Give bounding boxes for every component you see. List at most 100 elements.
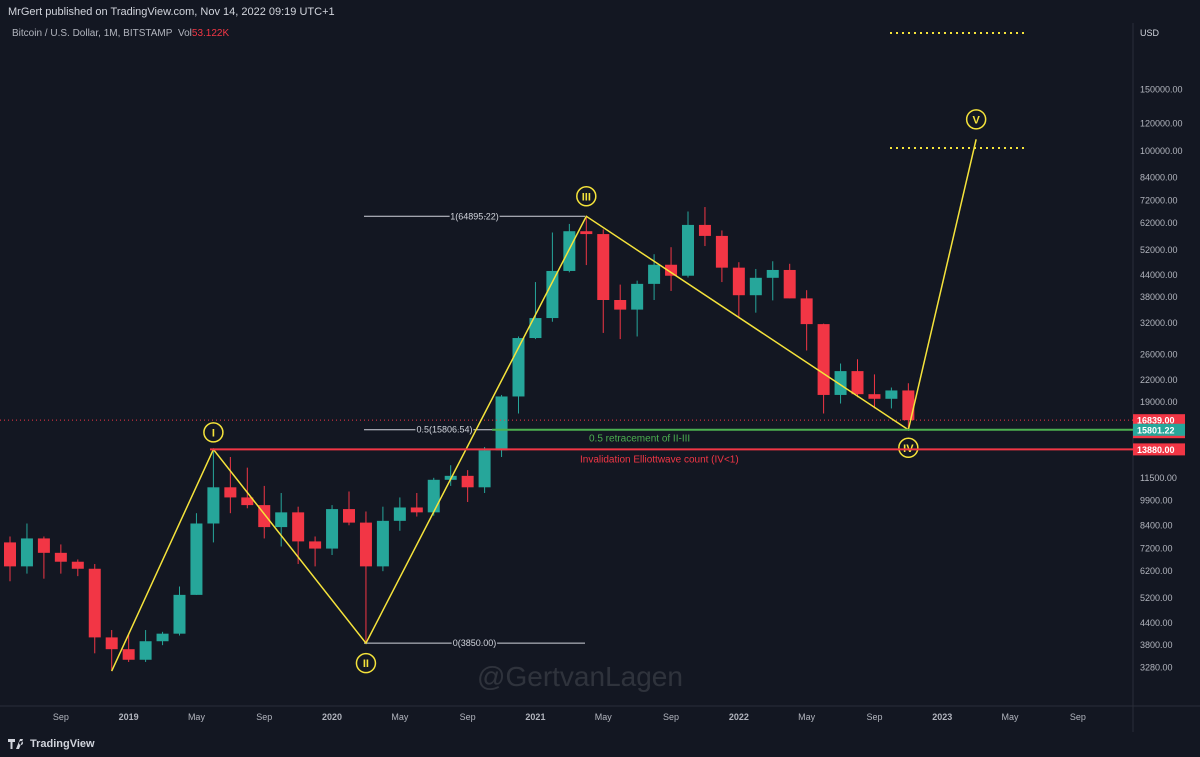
fib-level-label: 0.5(15806.54) bbox=[416, 425, 472, 435]
candle bbox=[326, 505, 339, 556]
price-tick-label: 9900.00 bbox=[1140, 495, 1173, 505]
time-tick-label: Sep bbox=[53, 712, 69, 722]
candle-body bbox=[478, 450, 491, 488]
bottom-bar bbox=[0, 732, 1200, 757]
candle-body bbox=[817, 324, 830, 395]
price-tag: 15801.22 bbox=[1133, 423, 1185, 436]
candle-body bbox=[156, 633, 169, 642]
candle bbox=[207, 449, 220, 543]
candle bbox=[614, 284, 627, 340]
price-tick-label: 38000.00 bbox=[1140, 292, 1178, 302]
candle bbox=[631, 280, 644, 337]
price-tick-label: 62000.00 bbox=[1140, 218, 1178, 228]
wave-label-circle bbox=[355, 652, 377, 674]
candle bbox=[665, 247, 678, 291]
candle bbox=[902, 383, 915, 430]
axis-unit: USD bbox=[1140, 28, 1160, 38]
horizontal-lines: 0.5 retracement of II-III Invalidation El… bbox=[210, 428, 1133, 465]
candle bbox=[37, 536, 50, 579]
tradingview-logo[interactable]: TradingView bbox=[8, 738, 95, 750]
price-tick-label: 44000.00 bbox=[1140, 270, 1178, 280]
price-tag-text: 16839.00 bbox=[1137, 416, 1175, 426]
time-tick-label: Sep bbox=[256, 712, 272, 722]
price-tick-label: 72000.00 bbox=[1140, 196, 1178, 206]
time-tick-label: May bbox=[1002, 712, 1020, 722]
wave-label-text: III bbox=[582, 191, 591, 203]
wave-label-i: I bbox=[203, 422, 224, 443]
candle bbox=[258, 485, 271, 539]
publisher-info: MrGert published on TradingView.com, Nov… bbox=[8, 6, 335, 18]
candle-body bbox=[682, 224, 694, 276]
candle bbox=[173, 586, 186, 636]
candle bbox=[868, 374, 881, 409]
candle bbox=[309, 536, 322, 567]
time-tick-label: May bbox=[798, 712, 816, 722]
candle-body bbox=[37, 538, 50, 553]
candle-body bbox=[292, 512, 305, 542]
price-tick-label: 11500.00 bbox=[1140, 473, 1177, 483]
candle bbox=[461, 470, 474, 502]
time-tick-label: 2022 bbox=[729, 712, 749, 722]
time-tick-label: May bbox=[595, 712, 613, 722]
candle bbox=[817, 323, 830, 414]
symbol-name: Bitcoin / U.S. Dollar, 1M, BITSTAMP bbox=[12, 28, 173, 39]
watermark: @GertvanLagen bbox=[477, 661, 683, 692]
candle-body bbox=[834, 371, 847, 395]
candle bbox=[546, 232, 559, 322]
price-tick-label: 84000.00 bbox=[1140, 172, 1178, 182]
fib-retracement: 1(64895.22) 0.5(15806.54) 0(3850.00) bbox=[364, 32, 1027, 650]
candle bbox=[376, 506, 389, 572]
candle-body bbox=[597, 234, 610, 300]
candle-body bbox=[326, 509, 339, 549]
candle bbox=[139, 630, 152, 662]
candle-body bbox=[54, 552, 67, 562]
candle bbox=[732, 262, 745, 319]
wave-label-circle bbox=[965, 109, 987, 130]
price-tag-bg bbox=[1133, 423, 1185, 436]
candle bbox=[359, 511, 372, 644]
time-tick-label: 2019 bbox=[119, 712, 139, 722]
time-tick-label: 2023 bbox=[932, 712, 952, 722]
candle-body bbox=[766, 269, 779, 278]
candle bbox=[427, 477, 440, 516]
candle bbox=[4, 536, 16, 582]
wave-label-iii: III bbox=[576, 186, 597, 207]
price-tick-label: 120000.00 bbox=[1140, 118, 1183, 128]
candle bbox=[698, 207, 711, 247]
candle-body bbox=[173, 594, 186, 634]
time-tick-label: 2021 bbox=[525, 712, 545, 722]
candle bbox=[410, 493, 423, 517]
price-tag-text: 15801.22 bbox=[1137, 425, 1175, 435]
candle-body bbox=[715, 235, 728, 268]
price-tag-text: 13880.00 bbox=[1137, 445, 1175, 455]
candles bbox=[0, 207, 1133, 672]
wave-label-ii: II bbox=[355, 652, 377, 674]
time-tick-label: Sep bbox=[1070, 712, 1086, 722]
price-axis: 150000.00 120000.00 100000.00 84000.00 72000… bbox=[1140, 85, 1183, 673]
candle-body bbox=[665, 264, 678, 276]
price-tick-label: 100000.00 bbox=[1140, 146, 1183, 156]
candle-body bbox=[800, 298, 813, 325]
candle-body bbox=[207, 487, 220, 524]
price-tick-label: 5200.00 bbox=[1140, 593, 1173, 603]
candle bbox=[224, 456, 237, 514]
candle-body bbox=[529, 318, 542, 339]
price-tick-label: 26000.00 bbox=[1140, 350, 1178, 360]
candle-body bbox=[614, 299, 627, 310]
price-tick-label: 8400.00 bbox=[1140, 520, 1173, 530]
price-tick-label: 3800.00 bbox=[1140, 640, 1173, 650]
candle-body bbox=[427, 479, 440, 513]
price-tick-label: 4400.00 bbox=[1140, 618, 1173, 628]
candle bbox=[834, 363, 847, 404]
tradingview-logo-icon bbox=[8, 739, 24, 749]
candle-body bbox=[546, 270, 559, 319]
price-tag: 13880.00 bbox=[1133, 443, 1185, 456]
candle-body bbox=[851, 371, 864, 395]
candle-body bbox=[4, 542, 16, 567]
candle-body bbox=[20, 538, 33, 567]
candle-body bbox=[224, 487, 237, 498]
candle-body bbox=[461, 475, 474, 488]
top-bar bbox=[0, 0, 1200, 23]
